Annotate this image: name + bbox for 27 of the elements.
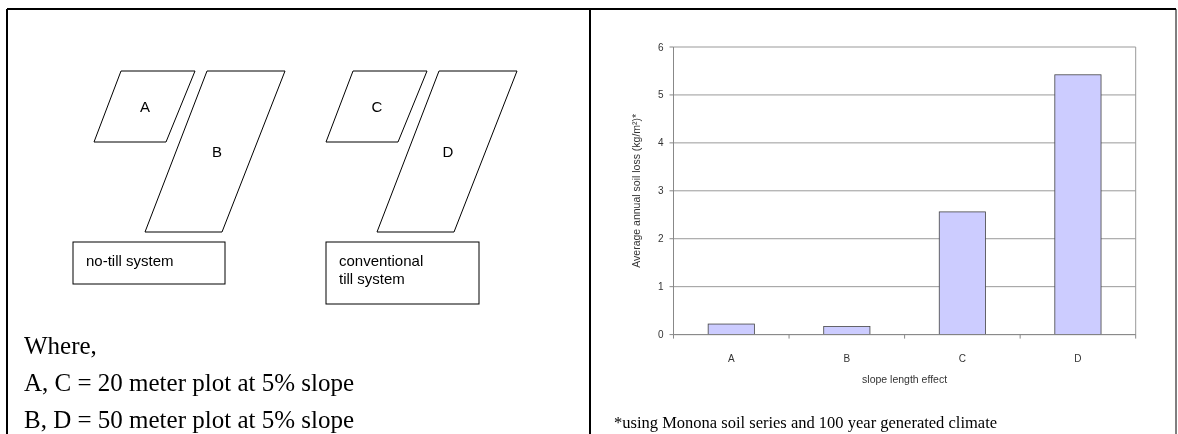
text: B [211, 143, 223, 160]
text: B, D = 50 meter plot at 5% slope [24, 406, 355, 433]
bar [938, 211, 986, 335]
text: Where, [24, 332, 97, 359]
text: conventional till system [339, 252, 424, 287]
y-tick-label: 3 [657, 185, 664, 197]
y-axis-title: Average annual soil loss (kg/m²)* [630, 113, 642, 268]
y-tick-label: 0 [657, 329, 664, 341]
text: A [139, 98, 151, 115]
y-tick-label: 6 [657, 41, 664, 53]
x-tick-label: A [727, 353, 735, 364]
y-tick-label: 4 [657, 137, 664, 149]
bar [1054, 74, 1102, 335]
x-tick-label: B [843, 353, 851, 364]
bar [823, 326, 871, 335]
x-tick-label: C [958, 353, 966, 364]
text: D [442, 143, 454, 160]
y-tick-label: 1 [657, 281, 664, 293]
text: A, C = 20 meter plot at 5% slope [24, 369, 355, 396]
x-tick-label: D [1074, 353, 1082, 364]
y-tick-label: 5 [657, 89, 664, 101]
text: *using Monona soil series and 100 year generated climate [614, 413, 998, 432]
y-tick-label: 2 [657, 233, 664, 245]
text: C [371, 98, 383, 115]
bar [707, 323, 755, 335]
x-axis-title: slope length effect [862, 373, 948, 385]
text: no-till system [86, 252, 174, 269]
